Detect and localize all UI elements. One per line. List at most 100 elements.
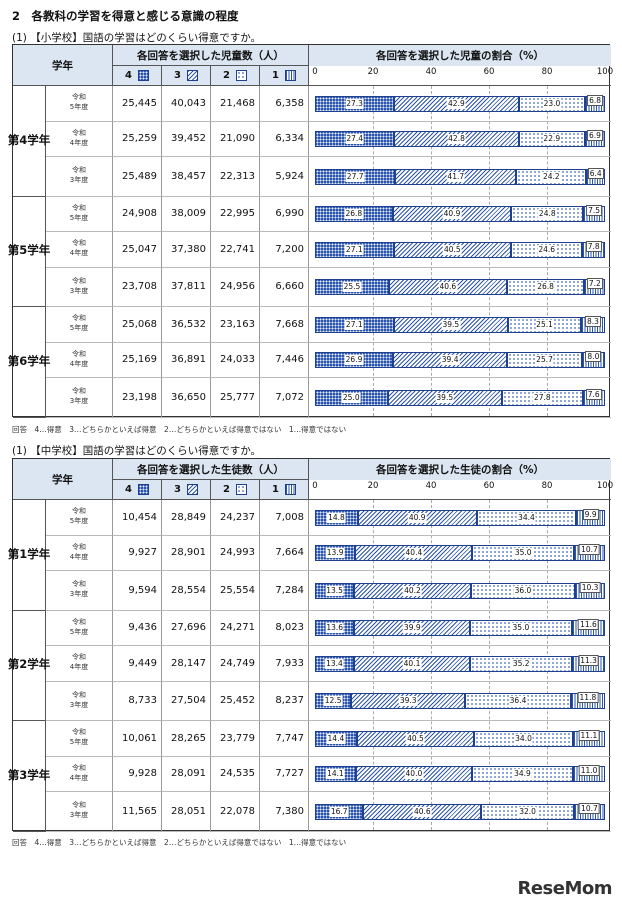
year-label: 4年度 bbox=[69, 359, 89, 368]
data-label: 27.1 bbox=[344, 319, 364, 330]
legend-note: 回答 4…得意 3…どちらかといえば得意 2…どちらかといえば得意ではない 1…… bbox=[12, 425, 347, 434]
data-label: 40.0 bbox=[404, 769, 424, 780]
option-label: 1 bbox=[272, 70, 279, 81]
bar-cell: 13.6 39.9 35.0 11.6 bbox=[309, 611, 611, 646]
grade-char: 年 bbox=[38, 243, 51, 258]
bar-cell: 13.9 40.4 35.0 10.7 bbox=[309, 536, 611, 571]
data-label: 13.4 bbox=[325, 658, 344, 669]
bar-cell: 27.7 41.7 24.2 6.4 bbox=[309, 157, 611, 197]
legend-swatch-1 bbox=[284, 70, 296, 81]
year-label: 5年度 bbox=[69, 627, 89, 636]
grade-char: 学 bbox=[27, 657, 39, 672]
count-cell: 24,535 bbox=[211, 756, 260, 792]
grade-char: 第 bbox=[7, 132, 20, 147]
data-label: 12.5 bbox=[323, 696, 343, 707]
year-cell: 令和 5年度 bbox=[46, 721, 113, 757]
data-label: 40.5 bbox=[442, 244, 462, 255]
count-cell: 21,468 bbox=[211, 86, 260, 122]
data-label: 34.0 bbox=[514, 733, 533, 744]
era-label: 令和 bbox=[72, 617, 86, 626]
count-cell: 28,091 bbox=[162, 756, 211, 792]
data-label: 22.9 bbox=[542, 134, 562, 145]
era-label: 令和 bbox=[72, 93, 86, 102]
data-label: 40.5 bbox=[406, 733, 425, 744]
count-cell: 24,237 bbox=[211, 500, 260, 536]
data-label: 35.0 bbox=[511, 623, 531, 634]
year-cell: 令和 5年度 bbox=[46, 500, 113, 536]
count-cell: 22,078 bbox=[211, 792, 260, 832]
count-cell: 39,452 bbox=[162, 121, 211, 157]
data-label: 23.0 bbox=[542, 98, 562, 109]
bar-cell: 14.1 40.0 34.9 11.0 bbox=[309, 757, 611, 792]
count-cell: 38,457 bbox=[162, 157, 211, 197]
count-cell: 11,565 bbox=[113, 792, 162, 832]
era-label: 令和 bbox=[72, 763, 86, 772]
count-cell: 9,449 bbox=[113, 646, 162, 682]
bar-cell: 27.4 42.8 22.9 6.9 bbox=[309, 122, 611, 157]
option-header-4: 4 bbox=[113, 480, 162, 500]
option-header-1: 1 bbox=[260, 480, 309, 500]
year-cell: 令和 4年度 bbox=[46, 756, 113, 792]
axis-tick: 60 bbox=[483, 67, 495, 77]
data-label: 34.9 bbox=[513, 769, 532, 780]
legend-swatch-3 bbox=[186, 484, 198, 495]
data-label: 40.9 bbox=[442, 209, 462, 220]
year-cell: 令和 3年度 bbox=[46, 681, 113, 721]
axis-tick: 100 bbox=[596, 481, 614, 491]
year-cell: 令和 4年度 bbox=[46, 342, 113, 378]
data-label: 27.7 bbox=[345, 171, 365, 182]
stacked-bar: 25.5 40.6 26.8 7.2 bbox=[315, 278, 606, 296]
data-label: 25.1 bbox=[535, 319, 554, 330]
data-label: 27.3 bbox=[345, 98, 364, 109]
grade-char: 学 bbox=[27, 243, 39, 258]
data-label: 13.6 bbox=[325, 623, 345, 634]
data-label: 7.6 bbox=[585, 388, 602, 400]
legend-note: 回答 4…得意 3…どちらかといえば得意 2…どちらかといえば得意ではない 1…… bbox=[12, 838, 347, 847]
count-cell: 7,664 bbox=[260, 535, 309, 571]
year-cell: 令和 4年度 bbox=[46, 121, 113, 157]
data-label: 26.8 bbox=[536, 282, 555, 293]
count-cell: 25,047 bbox=[113, 232, 162, 268]
count-cell: 27,696 bbox=[162, 610, 211, 646]
count-cell: 6,660 bbox=[260, 267, 309, 307]
count-cell: 25,489 bbox=[113, 157, 162, 197]
data-label: 26.8 bbox=[344, 209, 364, 220]
count-cell: 22,741 bbox=[211, 232, 260, 268]
count-cell: 36,891 bbox=[162, 342, 211, 378]
count-cell: 28,554 bbox=[162, 571, 211, 611]
survey-table: 学年 各回答を選択した児童数（人） 4 3 2 1 各回答を選択した児童の割合（%） 0 20 4… bbox=[8, 44, 613, 418]
era-label: 令和 bbox=[72, 387, 86, 396]
era-label: 令和 bbox=[72, 128, 86, 137]
data-label: 7.8 bbox=[585, 240, 602, 252]
stacked-bar: 26.8 40.9 24.8 7.5 bbox=[315, 205, 605, 223]
bar-segment-2 bbox=[508, 316, 581, 333]
data-label: 36.4 bbox=[508, 696, 528, 707]
count-cell: 28,849 bbox=[162, 500, 211, 536]
year-label: 3年度 bbox=[69, 286, 89, 295]
era-label: 令和 bbox=[72, 166, 86, 175]
year-label: 4年度 bbox=[69, 552, 89, 561]
stacked-bar: 27.1 40.5 24.6 7.8 bbox=[315, 240, 605, 258]
count-cell: 25,452 bbox=[211, 681, 260, 721]
count-cell: 24,956 bbox=[211, 267, 260, 307]
year-label: 5年度 bbox=[69, 738, 89, 747]
era-label: 令和 bbox=[72, 349, 86, 358]
year-cell: 令和 3年度 bbox=[46, 792, 113, 832]
axis-ticks: 0 20 40 60 80 100 bbox=[309, 459, 614, 500]
option-label: 3 bbox=[174, 484, 181, 495]
bar-cell: 14.8 40.9 34.4 9.9 bbox=[309, 500, 611, 536]
data-label: 14.1 bbox=[326, 769, 345, 780]
data-label: 39.5 bbox=[435, 392, 455, 403]
grade-char: 5 bbox=[19, 243, 28, 258]
bar-cell: 14.4 40.5 34.0 11.1 bbox=[309, 721, 611, 757]
count-cell: 28,051 bbox=[162, 792, 211, 832]
axis-tick: 20 bbox=[367, 481, 379, 491]
axis-tick: 20 bbox=[367, 67, 379, 77]
era-label: 令和 bbox=[72, 653, 86, 662]
axis-tick: 40 bbox=[425, 481, 437, 491]
axis-tick: 40 bbox=[425, 67, 437, 77]
bar-segment-4 bbox=[315, 168, 396, 185]
grade-char: 4 bbox=[19, 132, 28, 147]
